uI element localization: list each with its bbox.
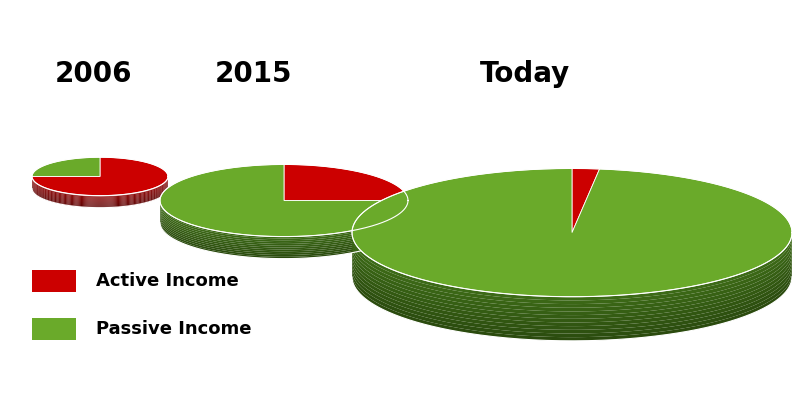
Polygon shape [32, 178, 168, 198]
Polygon shape [32, 157, 168, 196]
Polygon shape [32, 184, 168, 205]
Polygon shape [32, 181, 168, 202]
Polygon shape [352, 251, 792, 319]
Polygon shape [32, 187, 168, 208]
FancyBboxPatch shape [32, 318, 76, 340]
Polygon shape [284, 164, 408, 200]
Polygon shape [352, 248, 792, 315]
Polygon shape [32, 185, 168, 206]
Polygon shape [160, 206, 408, 244]
Polygon shape [160, 209, 408, 247]
Polygon shape [32, 176, 168, 196]
Polygon shape [572, 168, 599, 233]
Polygon shape [352, 273, 792, 341]
Polygon shape [352, 240, 792, 308]
Text: 2015: 2015 [214, 60, 292, 88]
Polygon shape [32, 186, 168, 207]
Polygon shape [160, 202, 408, 240]
Polygon shape [32, 183, 168, 204]
Text: 2006: 2006 [54, 60, 132, 88]
Polygon shape [352, 262, 792, 330]
Polygon shape [160, 217, 408, 255]
Polygon shape [352, 237, 792, 304]
Polygon shape [160, 215, 408, 253]
Text: Today: Today [480, 60, 570, 88]
Polygon shape [32, 177, 168, 198]
Text: Active Income: Active Income [96, 272, 238, 290]
Polygon shape [352, 244, 792, 312]
Polygon shape [32, 179, 168, 200]
Polygon shape [352, 168, 792, 297]
Polygon shape [160, 211, 408, 249]
Polygon shape [352, 255, 792, 322]
Polygon shape [352, 266, 792, 334]
Polygon shape [352, 233, 792, 300]
Polygon shape [32, 180, 168, 200]
Text: Passive Income: Passive Income [96, 320, 251, 338]
Polygon shape [160, 164, 408, 237]
Polygon shape [352, 259, 792, 326]
Polygon shape [160, 219, 408, 257]
Polygon shape [160, 200, 408, 239]
Polygon shape [160, 204, 408, 242]
Polygon shape [32, 182, 168, 203]
Polygon shape [32, 157, 100, 176]
Polygon shape [160, 213, 408, 251]
Polygon shape [352, 270, 792, 337]
Polygon shape [160, 208, 408, 246]
Polygon shape [160, 221, 408, 259]
FancyBboxPatch shape [32, 270, 76, 292]
